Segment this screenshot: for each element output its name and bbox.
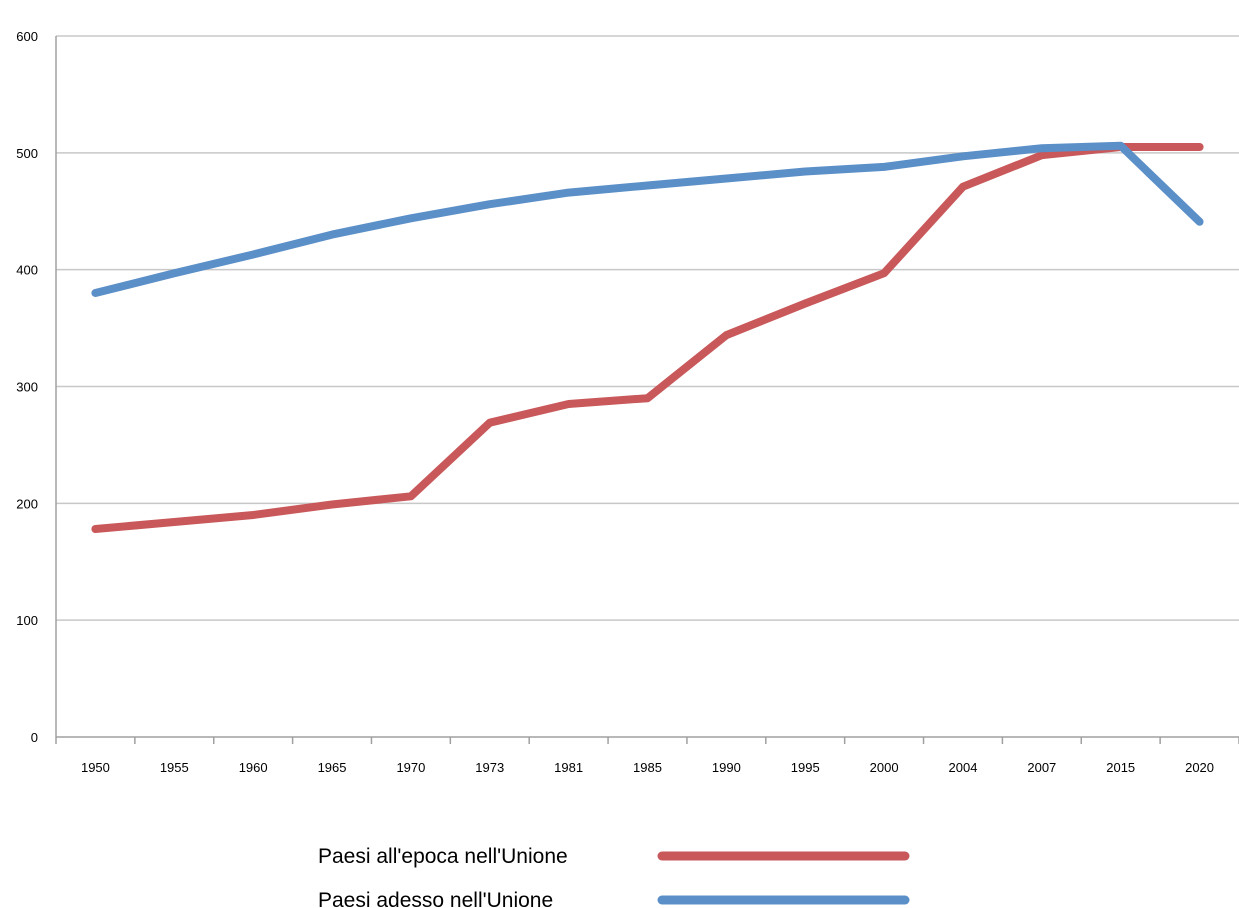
x-tick-label: 1960 [239,760,268,775]
y-tick-label: 100 [16,613,38,628]
x-tick-label: 1973 [475,760,504,775]
x-tick-label: 1981 [554,760,583,775]
x-tick-labels: 1950 1955 1960 1965 1970 1973 1981 1985 1990 1995… [81,760,1214,775]
legend: Paesi all'epoca nell'Unione Paesi adesso … [318,845,910,908]
series-lines [91,141,1204,533]
y-tick-label: 600 [16,29,38,44]
y-tick-label: 500 [16,146,38,161]
series-line-1 [91,143,1204,533]
gridlines [56,35,1239,621]
x-tick-label: 2007 [1027,760,1056,775]
legend-label: Paesi adesso nell'Unione [318,889,553,908]
y-tick-label: 400 [16,263,38,278]
y-tick-label: 200 [16,496,38,511]
x-tick-label: 1955 [160,760,189,775]
series-line-2 [91,141,1204,297]
legend-label: Paesi all'epoca nell'Unione [318,845,568,868]
x-tick-label: 1990 [712,760,741,775]
x-tick-label: 1985 [633,760,662,775]
y-tick-label: 300 [16,380,38,395]
x-tick-label: 1965 [318,760,347,775]
axes [55,36,1239,744]
x-tick-label: 1950 [81,760,110,775]
y-tick-labels: 0 100 200 300 400 500 600 [16,29,38,745]
x-tick-label: 2000 [870,760,899,775]
x-tick-label: 2004 [949,760,978,775]
y-tick-label: 0 [31,730,38,745]
x-tick-label: 2020 [1185,760,1214,775]
x-tick-label: 1970 [396,760,425,775]
x-tick-label: 2015 [1106,760,1135,775]
x-tick-label: 1995 [791,760,820,775]
